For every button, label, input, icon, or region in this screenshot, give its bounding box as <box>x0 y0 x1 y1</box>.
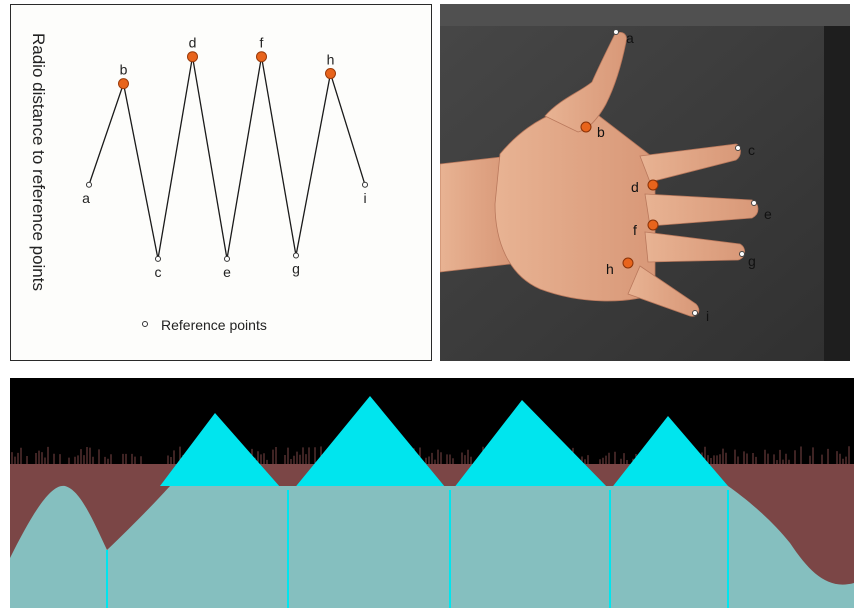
chart-point-g <box>293 252 299 259</box>
chart-point-label-e: e <box>223 264 231 280</box>
chart-point-label-a: a <box>82 190 90 206</box>
chart-point-label-g: g <box>292 261 300 277</box>
legend-marker-icon <box>142 321 148 327</box>
hand-landmark-a <box>613 29 619 35</box>
profile-valley-lines <box>106 490 729 608</box>
chart-point-label-d: d <box>189 35 197 51</box>
hand-landmark-b <box>580 121 592 133</box>
hand-landmark-i <box>692 310 698 316</box>
photo-top-strip <box>440 4 850 26</box>
hand-photo: a b c d e f g h i <box>440 4 850 361</box>
chart-point-b <box>118 78 129 90</box>
chart-point-e <box>224 255 230 262</box>
chart-point-label-i: i <box>363 190 366 206</box>
profile-finger-peaks <box>160 396 728 496</box>
distance-chart-panel: Radio distance to reference points a b c d e… <box>10 4 432 361</box>
chart-point-h <box>325 68 336 80</box>
chart-point-label-b: b <box>120 62 128 78</box>
hand-landmark-label-d: d <box>631 179 639 195</box>
hand-landmark-label-g: g <box>748 253 756 269</box>
hand-landmark-g <box>739 251 745 257</box>
chart-point-f <box>256 51 267 63</box>
profile-palm-area <box>10 485 854 608</box>
y-axis-label: Radio distance to reference points <box>29 33 48 291</box>
hand-landmark-d <box>647 179 659 191</box>
photo-edge-strip <box>824 4 850 361</box>
chart-point-a <box>86 181 92 188</box>
hand-landmark-label-b: b <box>597 124 605 140</box>
hand-landmark-h <box>622 257 634 269</box>
hand-shape <box>440 32 759 317</box>
hand-landmark-label-a: a <box>626 30 634 46</box>
contour-profile <box>10 378 854 608</box>
distance-chart: Radio distance to reference points a b c d e… <box>29 33 368 333</box>
chart-point-label-c: c <box>155 264 162 280</box>
chart-point-label-f: f <box>260 35 264 51</box>
hand-landmarks: a b c d e f g h i <box>580 29 772 324</box>
distance-polyline <box>88 56 366 260</box>
contour-profile-panel <box>10 378 854 608</box>
chart-point-label-h: h <box>327 52 335 68</box>
chart-points: a b c d e f g h i <box>82 35 368 280</box>
hand-photo-panel: a b c d e f g h i <box>440 4 850 361</box>
hand-landmark-label-f: f <box>633 222 637 238</box>
chart-point-i <box>362 181 368 188</box>
hand-landmark-label-e: e <box>764 206 772 222</box>
hand-landmark-c <box>735 145 741 151</box>
chart-point-c <box>155 255 161 262</box>
hand-landmark-e <box>751 200 757 206</box>
hand-landmark-label-h: h <box>606 261 614 277</box>
hand-landmark-label-c: c <box>748 142 755 158</box>
chart-point-d <box>187 51 198 63</box>
hand-landmark-f <box>647 219 659 231</box>
hand-landmark-label-i: i <box>706 308 709 324</box>
legend-label: Reference points <box>161 317 267 333</box>
